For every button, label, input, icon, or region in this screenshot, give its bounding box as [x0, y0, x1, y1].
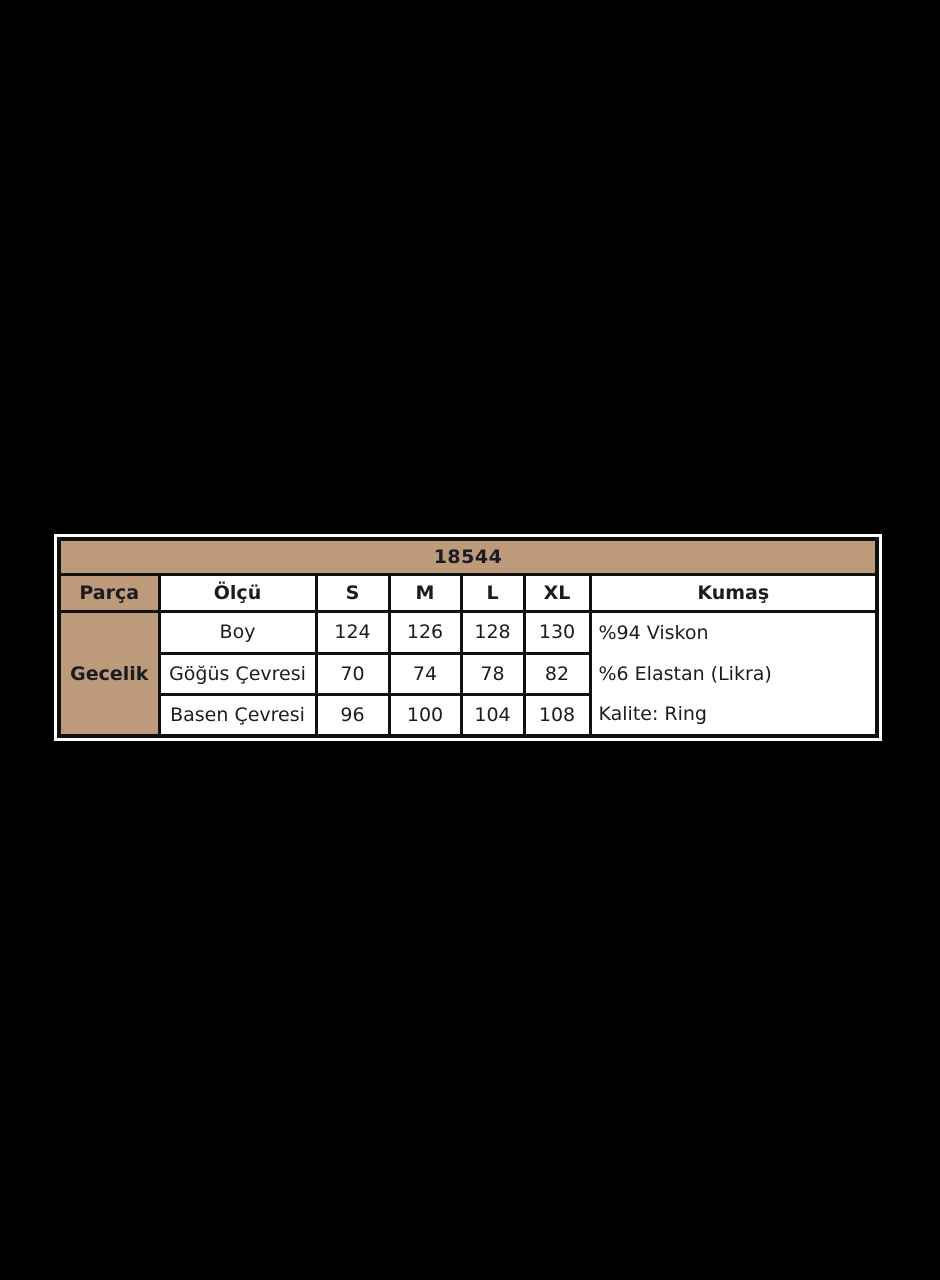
size-chart-table: 18544 Parça Ölçü S M L XL Kumaş Gecelik … [57, 537, 879, 738]
fabric-line-kalite: Kalite: Ring [598, 702, 708, 725]
measure-label-basen: Basen Çevresi [157, 693, 318, 738]
col-header-size-m: M [387, 572, 463, 614]
header-row: Parça Ölçü S M L XL Kumaş [57, 572, 879, 614]
measurement-row-basen: Basen Çevresi 96 100 104 108 [59, 693, 877, 738]
part-name-cell: Gecelik [57, 610, 161, 738]
measurement-row-boy: Gecelik Boy 124 126 128 130 %94 Viskon %… [57, 610, 879, 738]
fabric-info-cell: %94 Viskon %6 Elastan (Likra) Kalite: Ri… [588, 610, 879, 738]
col-header-olcu: Ölçü [157, 572, 318, 614]
value-basen-s: 96 [314, 693, 391, 738]
value-gogus-s: 70 [314, 651, 391, 697]
col-header-size-xl: XL [522, 572, 592, 614]
fabric-line-elastan: %6 Elastan (Likra) [598, 662, 772, 685]
col-header-size-l: L [459, 572, 526, 614]
value-basen-xl: 108 [522, 693, 592, 738]
col-header-parca: Parça [57, 572, 161, 614]
measurement-row-gogus: Göğüs Çevresi 70 74 78 82 [59, 651, 877, 697]
measure-label-gogus: Göğüs Çevresi [157, 651, 318, 697]
value-gogus-l: 78 [459, 651, 526, 697]
value-boy-l: 128 [459, 610, 526, 655]
col-header-size-s: S [314, 572, 391, 614]
size-chart-panel: 18544 Parça Ölçü S M L XL Kumaş Gecelik … [54, 534, 882, 741]
product-code: 18544 [57, 537, 879, 576]
fabric-line-viskon: %94 Viskon [598, 622, 709, 645]
value-gogus-xl: 82 [522, 651, 592, 697]
value-boy-m: 126 [387, 610, 463, 655]
fabric-info-lines: %94 Viskon %6 Elastan (Likra) Kalite: Ri… [593, 615, 874, 733]
measure-label-boy: Boy [157, 610, 318, 655]
value-basen-m: 100 [387, 693, 463, 738]
value-basen-l: 104 [459, 693, 526, 738]
title-row: 18544 [57, 537, 879, 576]
value-boy-xl: 130 [522, 610, 592, 655]
value-gogus-m: 74 [387, 651, 463, 697]
col-header-kumas: Kumaş [588, 572, 879, 614]
value-boy-s: 124 [314, 610, 391, 655]
